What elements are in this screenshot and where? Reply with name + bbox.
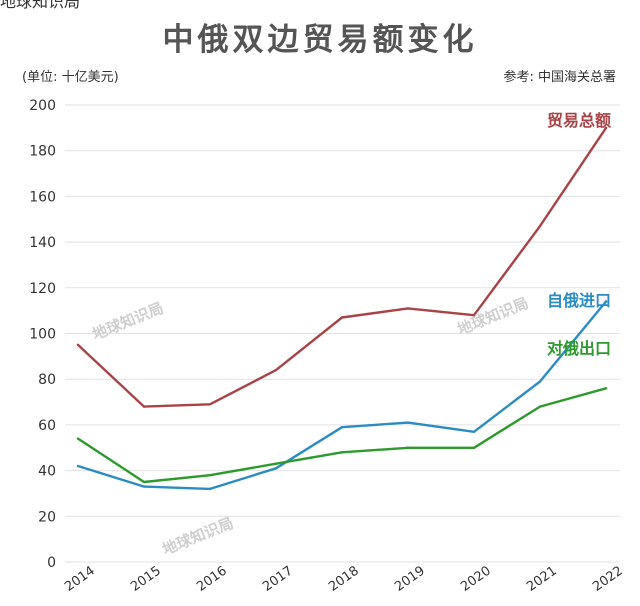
data-point bbox=[76, 464, 80, 468]
series-label-export: 对俄出口 bbox=[547, 339, 611, 358]
series-line-import bbox=[76, 300, 608, 491]
data-point bbox=[208, 487, 212, 491]
data-point bbox=[142, 405, 146, 408]
data-point bbox=[76, 437, 80, 440]
x-tick-label: 2016 bbox=[194, 563, 230, 594]
data-point bbox=[472, 446, 476, 449]
series-line-export bbox=[76, 387, 608, 484]
data-point bbox=[142, 480, 146, 484]
y-tick-label: 160 bbox=[29, 189, 56, 205]
data-point bbox=[406, 307, 410, 310]
x-tick-label: 2021 bbox=[524, 563, 560, 594]
data-point bbox=[142, 485, 146, 488]
data-point bbox=[604, 300, 608, 303]
watermark: 地球知识局 bbox=[90, 299, 166, 344]
chart-title: 中俄双边贸易额变化 bbox=[162, 22, 478, 58]
x-tick-label: 2018 bbox=[326, 563, 362, 594]
data-point bbox=[406, 421, 410, 424]
y-tick-label: 20 bbox=[38, 509, 56, 525]
data-point bbox=[604, 387, 608, 390]
series-label-import: 自俄进口 bbox=[547, 291, 611, 310]
y-tick-label: 0 bbox=[47, 555, 56, 571]
x-tick-label: 2014 bbox=[62, 563, 98, 594]
watermark: 地球知识局 bbox=[160, 514, 236, 559]
data-point bbox=[340, 425, 344, 429]
source-label: 参考: 中国海关总署 bbox=[503, 70, 616, 85]
y-tick-label: 80 bbox=[38, 372, 56, 388]
data-point bbox=[604, 126, 608, 130]
x-tick-label: 2019 bbox=[392, 563, 428, 594]
y-tick-label: 200 bbox=[29, 98, 56, 114]
data-point bbox=[274, 462, 278, 465]
data-point bbox=[340, 451, 344, 454]
unit-label: (单位: 十亿美元) bbox=[22, 70, 119, 85]
x-tick-label: 2017 bbox=[260, 563, 296, 594]
y-tick-label: 140 bbox=[29, 235, 56, 251]
data-point bbox=[340, 316, 344, 319]
y-tick-label: 100 bbox=[29, 327, 56, 343]
data-point bbox=[538, 405, 542, 408]
top-cropped-text: 地球知识局 bbox=[0, 0, 81, 11]
y-tick-label: 40 bbox=[38, 464, 56, 480]
data-point bbox=[538, 380, 542, 383]
y-tick-label: 180 bbox=[29, 144, 56, 160]
y-tick-label: 60 bbox=[38, 418, 56, 434]
series-line-total bbox=[76, 126, 608, 408]
data-point bbox=[472, 314, 476, 317]
data-point bbox=[274, 467, 278, 470]
data-point bbox=[406, 446, 410, 449]
series-label-total: 贸易总额 bbox=[547, 111, 611, 130]
data-point bbox=[538, 224, 542, 228]
data-point bbox=[76, 343, 80, 347]
x-tick-label: 2022 bbox=[590, 563, 626, 594]
y-tick-label: 120 bbox=[29, 281, 56, 297]
data-point bbox=[472, 430, 476, 433]
data-point bbox=[274, 368, 278, 372]
x-tick-label: 2015 bbox=[128, 563, 164, 594]
data-point bbox=[208, 403, 212, 406]
data-point bbox=[208, 473, 212, 477]
watermark: 地球知识局 bbox=[455, 294, 531, 339]
x-tick-label: 2020 bbox=[458, 563, 494, 594]
